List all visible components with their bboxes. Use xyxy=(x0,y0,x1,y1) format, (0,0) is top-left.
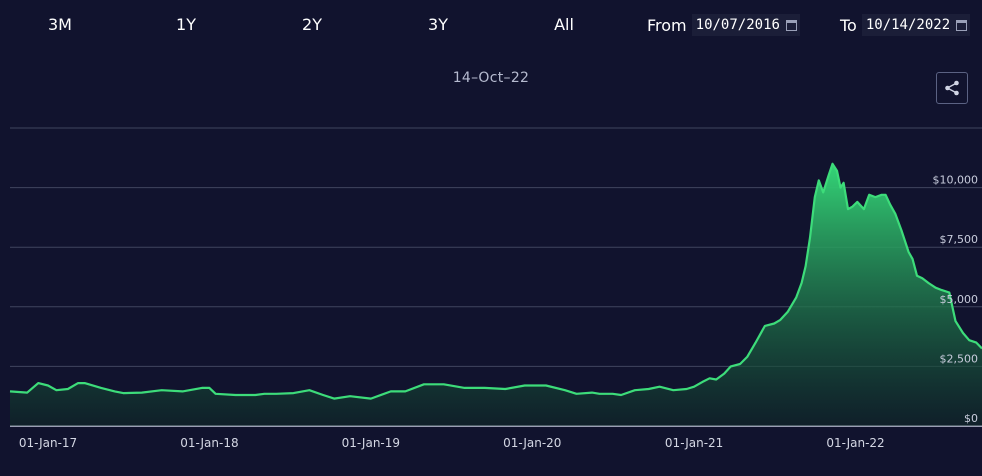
x-tick-label: 01-Jan-18 xyxy=(180,436,238,450)
range-button-3y[interactable]: 3Y xyxy=(428,15,448,34)
to-date-group: To 10/14/2022 xyxy=(840,12,971,38)
y-tick-label: $5,000 xyxy=(940,293,979,306)
y-tick-label: $7,500 xyxy=(940,233,979,246)
x-tick-label: 01-Jan-20 xyxy=(503,436,561,450)
series-line xyxy=(9,162,982,400)
from-date-input[interactable]: 10/07/2016 xyxy=(691,14,800,36)
x-tick-label: 01-Jan-17 xyxy=(19,436,77,450)
series-area xyxy=(10,163,982,427)
y-tick-label: $0 xyxy=(964,412,978,425)
calendar-icon[interactable] xyxy=(956,19,968,31)
y-tick-label: $2,500 xyxy=(940,352,979,365)
chart-date-label: 14–Oct–22 xyxy=(452,70,530,86)
share-icon xyxy=(945,80,959,96)
x-tick-label: 01-Jan-21 xyxy=(665,436,723,450)
from-label: From xyxy=(647,15,687,35)
range-button-3m[interactable]: 3M xyxy=(48,15,72,34)
share-button[interactable] xyxy=(936,72,968,104)
x-tick-label: 01-Jan-19 xyxy=(342,436,400,450)
range-selector: 3M 1Y 2Y 3Y All From 10/07/2016 To 10/14… xyxy=(0,0,982,50)
to-date-value: 10/14/2022 xyxy=(865,17,951,33)
range-button-1y[interactable]: 1Y xyxy=(176,15,196,34)
to-date-input[interactable]: 10/14/2022 xyxy=(861,14,971,36)
calendar-icon[interactable] xyxy=(785,19,797,31)
from-date-value: 10/07/2016 xyxy=(695,17,780,33)
range-button-2y[interactable]: 2Y xyxy=(302,15,322,34)
x-tick-label: 01-Jan-22 xyxy=(826,436,884,450)
range-button-all[interactable]: All xyxy=(554,15,574,34)
y-tick-label: $10,000 xyxy=(933,174,979,187)
from-date-group: From 10/07/2016 xyxy=(647,12,800,38)
to-label: To xyxy=(840,15,857,35)
